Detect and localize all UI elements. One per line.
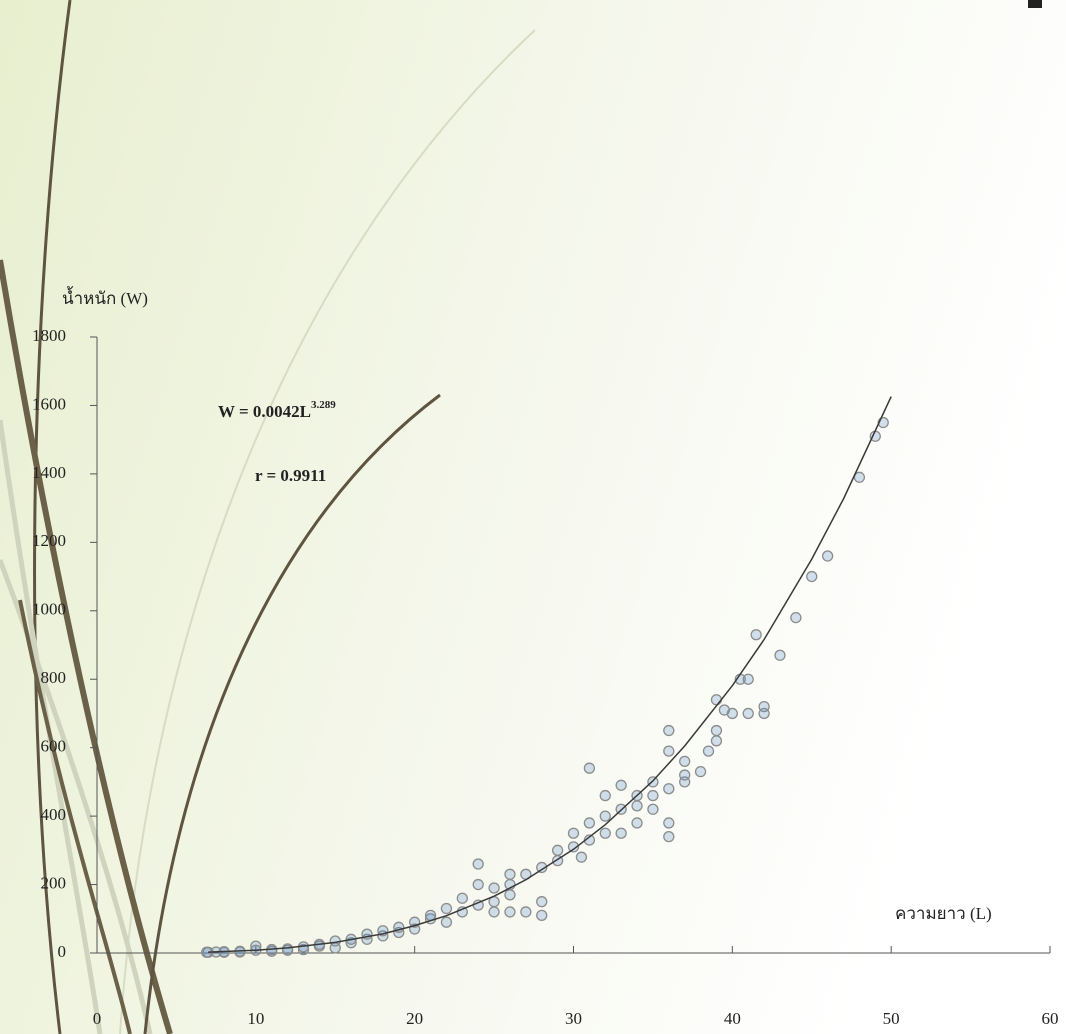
y-tick-label: 0 — [58, 942, 67, 961]
equation-exponent: 3.289 — [311, 399, 336, 411]
point — [441, 917, 451, 927]
point — [807, 572, 817, 582]
point — [751, 630, 761, 640]
point — [489, 883, 499, 893]
point — [664, 818, 674, 828]
y-tick-label: 1200 — [32, 531, 66, 550]
point — [664, 784, 674, 794]
point — [775, 650, 785, 660]
point — [711, 695, 721, 705]
point — [648, 777, 658, 787]
point — [505, 869, 515, 879]
point — [584, 763, 594, 773]
point — [537, 897, 547, 907]
point — [505, 890, 515, 900]
x-tick-label: 40 — [724, 1009, 741, 1028]
point — [680, 756, 690, 766]
point — [537, 910, 547, 920]
y-tick-label: 1600 — [32, 394, 66, 413]
point — [727, 708, 737, 718]
point — [457, 893, 467, 903]
y-tick-label: 1400 — [32, 463, 66, 482]
point — [791, 613, 801, 623]
equation-text: W = 0.0042L — [218, 402, 311, 421]
point — [648, 804, 658, 814]
point — [664, 832, 674, 842]
point — [489, 907, 499, 917]
y-tick-label: 600 — [41, 737, 67, 756]
point — [632, 818, 642, 828]
point — [704, 746, 714, 756]
point — [664, 746, 674, 756]
x-tick-label: 20 — [406, 1009, 423, 1028]
point — [569, 828, 579, 838]
y-axis-label: น้ำหนัก (W) — [62, 286, 148, 308]
point — [576, 852, 586, 862]
point — [505, 907, 515, 917]
point — [441, 904, 451, 914]
point — [616, 828, 626, 838]
correlation: r = 0.9911 — [255, 466, 326, 485]
point — [743, 708, 753, 718]
point — [711, 736, 721, 746]
point — [743, 674, 753, 684]
point — [823, 551, 833, 561]
point — [600, 791, 610, 801]
point — [600, 811, 610, 821]
x-tick-label: 10 — [247, 1009, 264, 1028]
x-tick-label: 0 — [93, 1009, 102, 1028]
y-tick-label: 200 — [41, 873, 67, 892]
point — [664, 726, 674, 736]
y-tick-label: 400 — [41, 805, 67, 824]
x-tick-label: 60 — [1042, 1009, 1059, 1028]
point — [584, 818, 594, 828]
y-tick-label: 1800 — [32, 326, 66, 345]
background — [0, 0, 1066, 1034]
point — [711, 726, 721, 736]
chart: น้ำหนัก (W) ความยาว (L) W = 0.0042L3.289… — [0, 0, 1066, 1034]
x-tick-label: 50 — [883, 1009, 900, 1028]
point — [473, 880, 483, 890]
point — [759, 708, 769, 718]
y-tick-label: 800 — [41, 668, 67, 687]
point — [600, 828, 610, 838]
x-axis-label: ความยาว (L) — [895, 904, 992, 923]
point — [632, 801, 642, 811]
point — [553, 845, 563, 855]
point — [521, 907, 531, 917]
point — [473, 859, 483, 869]
page: น้ำหนัก (W) ความยาว (L) W = 0.0042L3.289… — [0, 0, 1066, 1034]
x-tick-label: 30 — [565, 1009, 582, 1028]
point — [696, 767, 706, 777]
point — [616, 780, 626, 790]
y-tick-label: 1000 — [32, 600, 66, 619]
point — [680, 770, 690, 780]
point — [648, 791, 658, 801]
